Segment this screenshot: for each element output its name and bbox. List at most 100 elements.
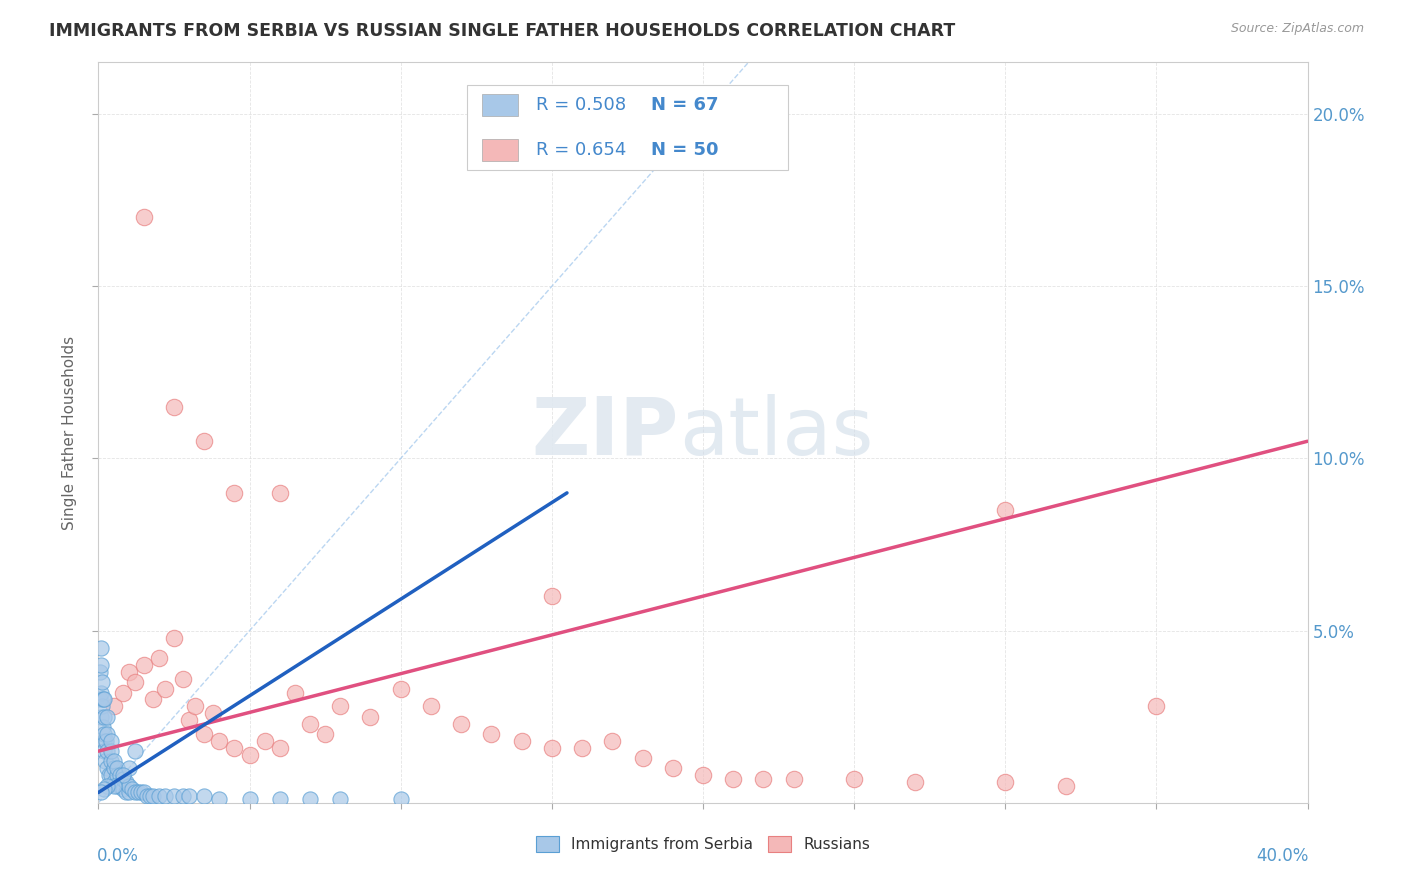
Point (752, 772, 775, 786)
Point (299, 792, 322, 806)
Point (202, 706, 225, 721)
Point (124, 675, 146, 690)
Point (94, 755, 117, 769)
Point (90, 640, 112, 655)
Point (93, 692, 115, 706)
Point (100, 734, 122, 748)
Point (994, 503, 1017, 517)
Point (91, 692, 114, 706)
Point (299, 716, 322, 731)
Point (96, 744, 118, 758)
Point (420, 699, 443, 714)
Point (179, 713, 201, 727)
Point (142, 789, 165, 803)
Point (103, 755, 125, 769)
Point (631, 751, 654, 765)
Point (723, 772, 745, 786)
Y-axis label: Single Father Households: Single Father Households (62, 335, 77, 530)
Point (93, 782, 115, 797)
Point (481, 727, 503, 741)
Point (118, 785, 141, 799)
Point (135, 789, 157, 803)
Text: Source: ZipAtlas.com: Source: ZipAtlas.com (1230, 22, 1364, 36)
Point (692, 768, 714, 782)
Point (132, 211, 155, 225)
FancyBboxPatch shape (467, 85, 787, 169)
Point (121, 782, 143, 797)
Point (314, 727, 336, 741)
Text: R = 0.508: R = 0.508 (536, 95, 626, 113)
Point (602, 734, 624, 748)
Point (93, 744, 115, 758)
Point (360, 709, 382, 723)
Point (208, 792, 231, 806)
Point (450, 716, 472, 731)
Text: atlas: atlas (679, 393, 873, 472)
Point (103, 699, 125, 714)
Text: R = 0.654: R = 0.654 (536, 141, 627, 159)
Point (389, 792, 412, 806)
Text: N = 67: N = 67 (651, 95, 718, 113)
Point (127, 785, 149, 799)
Point (100, 768, 122, 782)
Point (163, 400, 186, 414)
Point (124, 744, 146, 758)
Point (253, 734, 276, 748)
Point (239, 747, 262, 762)
Point (111, 782, 134, 797)
Point (90, 658, 112, 673)
Point (132, 658, 155, 673)
Point (108, 768, 131, 782)
Point (179, 789, 201, 803)
Point (96, 761, 118, 775)
Point (153, 682, 176, 697)
Point (105, 761, 128, 775)
Point (510, 734, 533, 748)
Point (89, 665, 111, 679)
Point (91, 675, 114, 690)
Point (90, 709, 112, 723)
Point (93, 734, 115, 748)
Point (904, 775, 927, 789)
Point (96, 709, 118, 723)
Point (224, 740, 246, 755)
Point (124, 785, 146, 799)
Legend: Immigrants from Serbia, Russians: Immigrants from Serbia, Russians (530, 830, 876, 858)
Point (783, 772, 806, 786)
Point (540, 740, 562, 755)
Point (111, 768, 134, 782)
Point (114, 785, 136, 799)
Point (90, 685, 112, 699)
Text: N = 50: N = 50 (651, 141, 718, 159)
Point (153, 789, 176, 803)
Point (91, 720, 114, 734)
Point (1054, 779, 1077, 793)
Point (132, 785, 155, 799)
FancyBboxPatch shape (482, 94, 517, 116)
Point (103, 775, 125, 789)
Point (269, 486, 291, 500)
Point (91, 699, 114, 714)
Point (93, 727, 115, 741)
Point (118, 665, 141, 679)
Point (148, 651, 170, 665)
Point (239, 792, 262, 806)
Point (193, 727, 215, 741)
Point (208, 734, 231, 748)
Text: 0.0%: 0.0% (97, 847, 139, 865)
Text: ZIP: ZIP (531, 393, 679, 472)
Point (118, 779, 141, 793)
Point (163, 631, 186, 645)
Point (96, 727, 118, 741)
Point (103, 761, 125, 775)
Point (111, 685, 134, 699)
Point (148, 789, 170, 803)
Point (284, 685, 307, 699)
Point (172, 672, 194, 686)
Point (94, 734, 117, 748)
Point (994, 775, 1017, 789)
Point (193, 434, 215, 449)
Point (139, 789, 162, 803)
Point (105, 779, 128, 793)
Point (193, 789, 215, 803)
